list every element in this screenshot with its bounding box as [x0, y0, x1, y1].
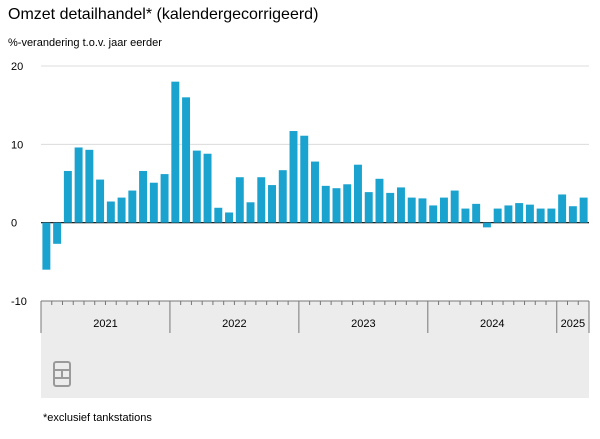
bar-2022-04 — [203, 153, 212, 223]
bar-2024-02 — [439, 197, 448, 223]
bar-2022-06 — [225, 212, 234, 223]
bar-2021-03 — [63, 170, 72, 223]
bar-2021-06 — [96, 179, 105, 223]
bar-2021-02 — [53, 222, 62, 244]
bar-2023-09 — [386, 192, 395, 223]
x-tick-label: 2024 — [480, 318, 504, 330]
y-axis-label: %-verandering t.o.v. jaar eerder — [8, 37, 162, 49]
bar-2021-10 — [139, 170, 148, 223]
bar-2024-09 — [515, 203, 524, 223]
bar-2024-08 — [504, 205, 513, 223]
bar-2022-05 — [214, 207, 223, 223]
y-tick-labels: 20 10 0 -10 — [11, 61, 27, 308]
y-tick-label: -10 — [11, 296, 27, 308]
x-tick-label: 2025 — [561, 318, 585, 330]
bar-2025-03 — [579, 197, 588, 223]
x-tick-label: 2021 — [93, 318, 117, 330]
x-axis: 2021 2022 2023 2024 2025 — [40, 300, 590, 333]
bar-2023-02 — [311, 161, 319, 223]
bar-2022-09 — [257, 177, 266, 223]
chart-title: Omzet detailhandel* (kalendergecorrigeer… — [8, 6, 319, 23]
bar-2021-05 — [85, 149, 94, 223]
bar-2025-02 — [568, 206, 577, 223]
bar-2022-02 — [182, 97, 191, 223]
bar-2023-08 — [375, 178, 384, 223]
bar-2023-06 — [354, 164, 362, 223]
bar-2024-07 — [493, 208, 502, 223]
bar-2023-01 — [300, 135, 309, 223]
bar-2022-03 — [192, 150, 201, 223]
bar-2023-10 — [396, 187, 405, 223]
bar-2024-11 — [536, 208, 545, 223]
x-axis-band — [41, 301, 589, 398]
y-tick-label: 0 — [11, 218, 17, 230]
bar-2021-09 — [128, 190, 137, 223]
bar-2021-08 — [117, 197, 126, 223]
bar-2023-11 — [407, 197, 416, 223]
bar-2023-04 — [332, 188, 341, 223]
bar-2024-03 — [450, 190, 459, 223]
bar-2021-12 — [160, 174, 169, 223]
bar-2023-05 — [343, 184, 352, 223]
y-tick-label: 10 — [11, 139, 23, 151]
bar-2023-03 — [321, 185, 330, 223]
bar-2024-06 — [482, 222, 491, 228]
bar-2023-12 — [418, 198, 427, 223]
bar-2022-11 — [278, 170, 287, 223]
bar-2024-01 — [429, 205, 438, 223]
footnote: *exclusief tankstations — [43, 412, 152, 424]
bar-2024-05 — [472, 203, 481, 223]
bar-2023-07 — [364, 192, 373, 223]
bar-2021-04 — [74, 147, 83, 223]
bar-2024-12 — [547, 208, 556, 223]
bars — [42, 81, 588, 270]
bar-2021-11 — [149, 182, 158, 223]
bar-2024-04 — [461, 208, 470, 223]
bar-2022-10 — [268, 185, 276, 223]
bar-2022-07 — [235, 177, 244, 223]
cbs-logo — [53, 361, 71, 387]
x-tick-label: 2023 — [351, 318, 375, 330]
bar-2022-12 — [289, 131, 298, 223]
bar-2021-07 — [106, 201, 115, 223]
bar-2024-10 — [525, 204, 534, 223]
y-tick-label: 20 — [11, 61, 23, 73]
bar-2022-01 — [171, 81, 180, 223]
bar-2022-08 — [246, 202, 255, 223]
x-tick-label: 2022 — [222, 318, 246, 330]
bar-2025-01 — [558, 194, 567, 223]
bar-2021-01 — [42, 222, 51, 270]
